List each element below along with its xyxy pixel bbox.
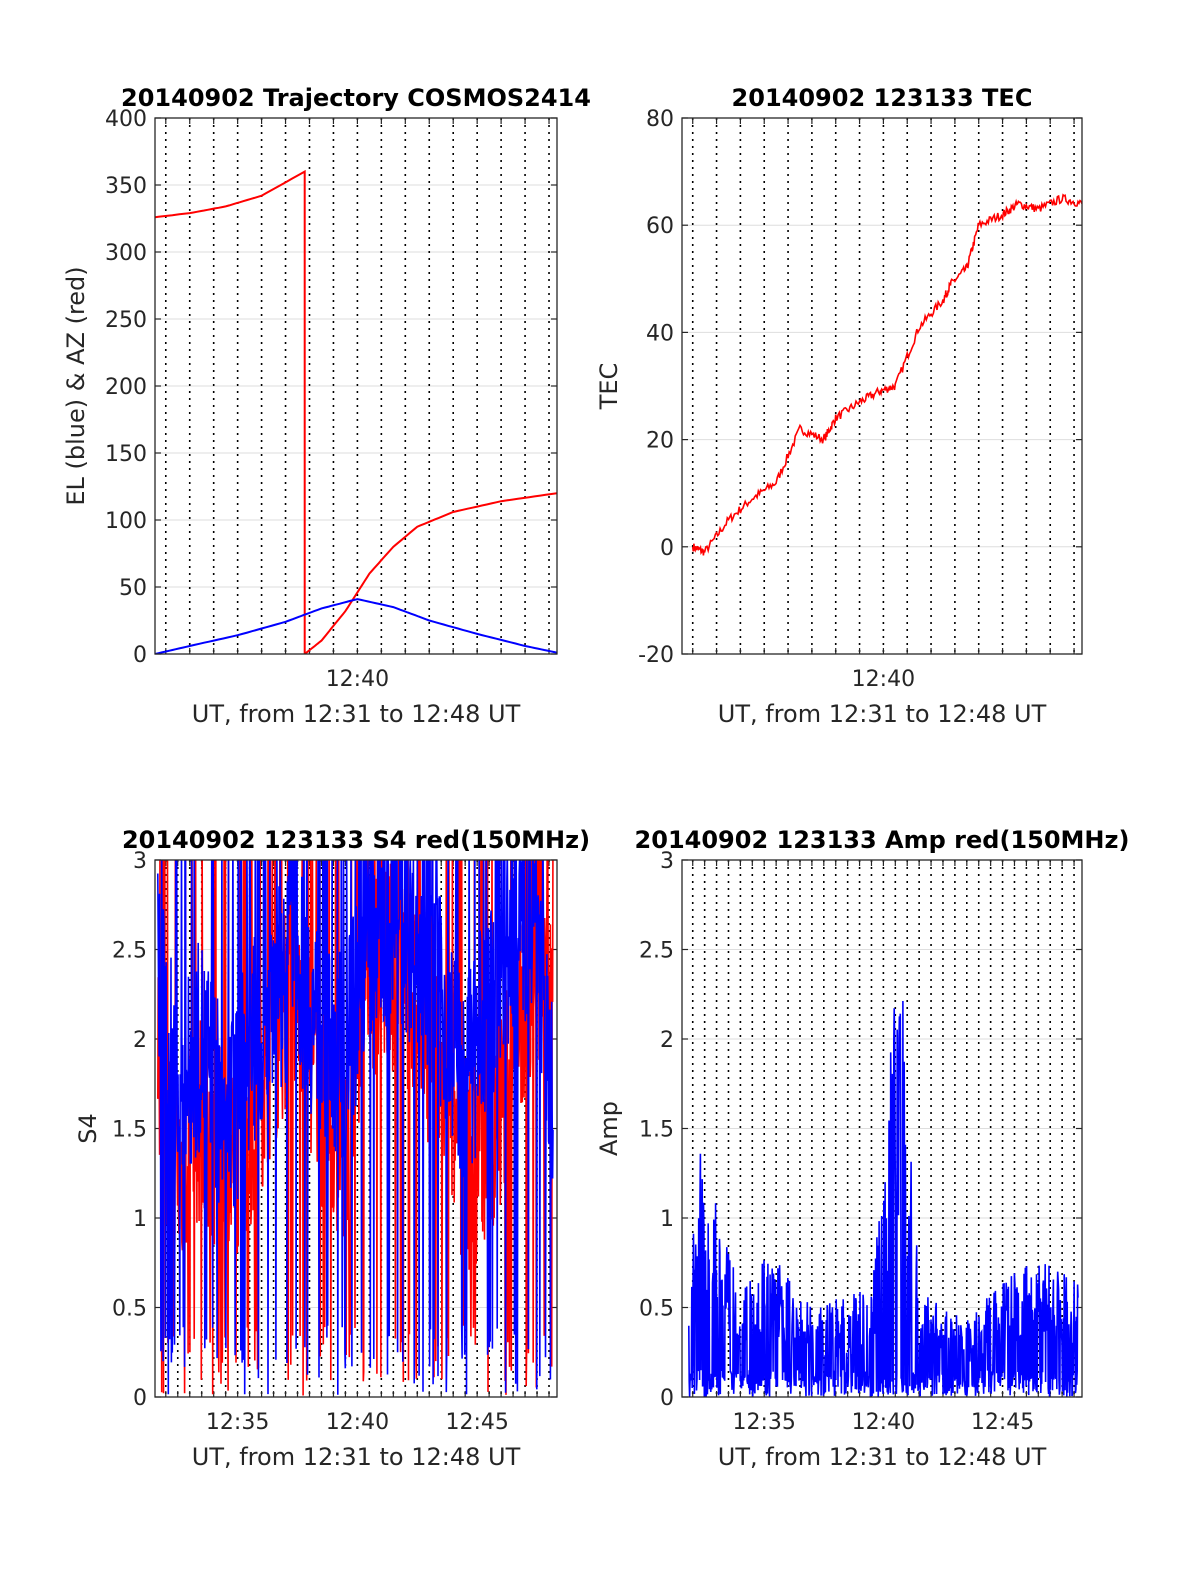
y-tick-label: 400 bbox=[105, 107, 147, 132]
y-tick-label: 2.5 bbox=[639, 939, 674, 964]
y-tick-label: 0 bbox=[660, 536, 674, 561]
series-line-1 bbox=[155, 169, 557, 654]
chart-title: 20140902 123133 Amp red(150MHz) bbox=[635, 826, 1130, 854]
chart-panel-3: 0 0.5 1 1.5 2 2.5 3 12:35 12:40 12:45 20140902 123… bbox=[74, 826, 590, 1471]
chart-title: 20140902 123133 TEC bbox=[732, 84, 1033, 112]
y-tick-label: 1 bbox=[133, 1207, 147, 1232]
chart-title: 20140902 123133 S4 red(150MHz) bbox=[122, 826, 590, 854]
y-tick-label: 1 bbox=[660, 1207, 674, 1232]
x-axis-label: UT, from 12:31 to 12:48 UT bbox=[192, 700, 521, 728]
y-axis-label: Amp bbox=[595, 1101, 623, 1156]
x-axis-label: UT, from 12:31 to 12:48 UT bbox=[192, 1443, 521, 1471]
y-axis-label: S4 bbox=[74, 1113, 102, 1144]
x-tick-label: 12:40 bbox=[326, 667, 389, 692]
x-axis-label: UT, from 12:31 to 12:48 UT bbox=[718, 1443, 1047, 1471]
y-tick-label: 0.5 bbox=[639, 1297, 674, 1322]
y-axis-label: EL (blue) & AZ (red) bbox=[62, 266, 90, 505]
y-tick-label: 0.5 bbox=[112, 1297, 147, 1322]
series-line-1 bbox=[688, 1000, 1079, 1397]
x-tick-label: 12:40 bbox=[326, 1410, 389, 1435]
x-tick-label: 12:40 bbox=[852, 667, 915, 692]
y-axis-label: TEC bbox=[595, 363, 623, 411]
y-tick-label: 2.5 bbox=[112, 939, 147, 964]
axes-frame bbox=[681, 117, 1083, 655]
y-tick-label: 3 bbox=[133, 849, 147, 874]
y-tick-label: 300 bbox=[105, 241, 147, 266]
y-tick-label: 80 bbox=[646, 107, 674, 132]
y-tick-label: 2 bbox=[133, 1028, 147, 1053]
y-tick-label: 100 bbox=[105, 509, 147, 534]
series-line-1 bbox=[691, 193, 1082, 556]
chart-panel-2: -20 0 20 40 60 80 12:40 20140902 123133 TEC UT, … bbox=[595, 84, 1083, 728]
axes-frame bbox=[681, 859, 1083, 1398]
series-line-2 bbox=[155, 598, 557, 654]
chart-title: 20140902 Trajectory COSMOS2414 bbox=[121, 84, 591, 112]
y-tick-label: 250 bbox=[105, 308, 147, 333]
x-tick-label: 12:45 bbox=[971, 1410, 1034, 1435]
y-tick-label: 200 bbox=[105, 375, 147, 400]
x-axis-label: UT, from 12:31 to 12:48 UT bbox=[718, 700, 1047, 728]
y-tick-label: 350 bbox=[105, 174, 147, 199]
y-tick-label: 150 bbox=[105, 442, 147, 467]
y-tick-label: 1.5 bbox=[112, 1118, 147, 1143]
y-tick-label: -20 bbox=[638, 643, 674, 668]
y-tick-label: 3 bbox=[660, 849, 674, 874]
y-tick-label: 0 bbox=[660, 1386, 674, 1411]
y-tick-label: 40 bbox=[646, 321, 674, 346]
axes-frame bbox=[154, 859, 558, 1398]
y-tick-label: 0 bbox=[133, 643, 147, 668]
y-tick-label: 2 bbox=[660, 1028, 674, 1053]
x-tick-label: 12:45 bbox=[445, 1410, 508, 1435]
y-tick-label: 50 bbox=[119, 576, 147, 601]
chart-panel-4: 0 0.5 1 1.5 2 2.5 3 12:35 12:40 12:45 20140902 123… bbox=[595, 826, 1129, 1471]
axes-frame bbox=[154, 117, 558, 655]
x-tick-label: 12:35 bbox=[733, 1410, 796, 1435]
y-tick-label: 20 bbox=[646, 429, 674, 454]
y-tick-label: 60 bbox=[646, 214, 674, 239]
y-tick-label: 1.5 bbox=[639, 1118, 674, 1143]
series-line-2 bbox=[157, 860, 554, 1395]
x-tick-label: 12:40 bbox=[852, 1410, 915, 1435]
y-tick-label: 0 bbox=[133, 1386, 147, 1411]
x-tick-label: 12:35 bbox=[206, 1410, 269, 1435]
chart-panel-1: 0 50 100 150 200 250 300 350 400 12:40 20140902 Tr… bbox=[62, 84, 591, 728]
